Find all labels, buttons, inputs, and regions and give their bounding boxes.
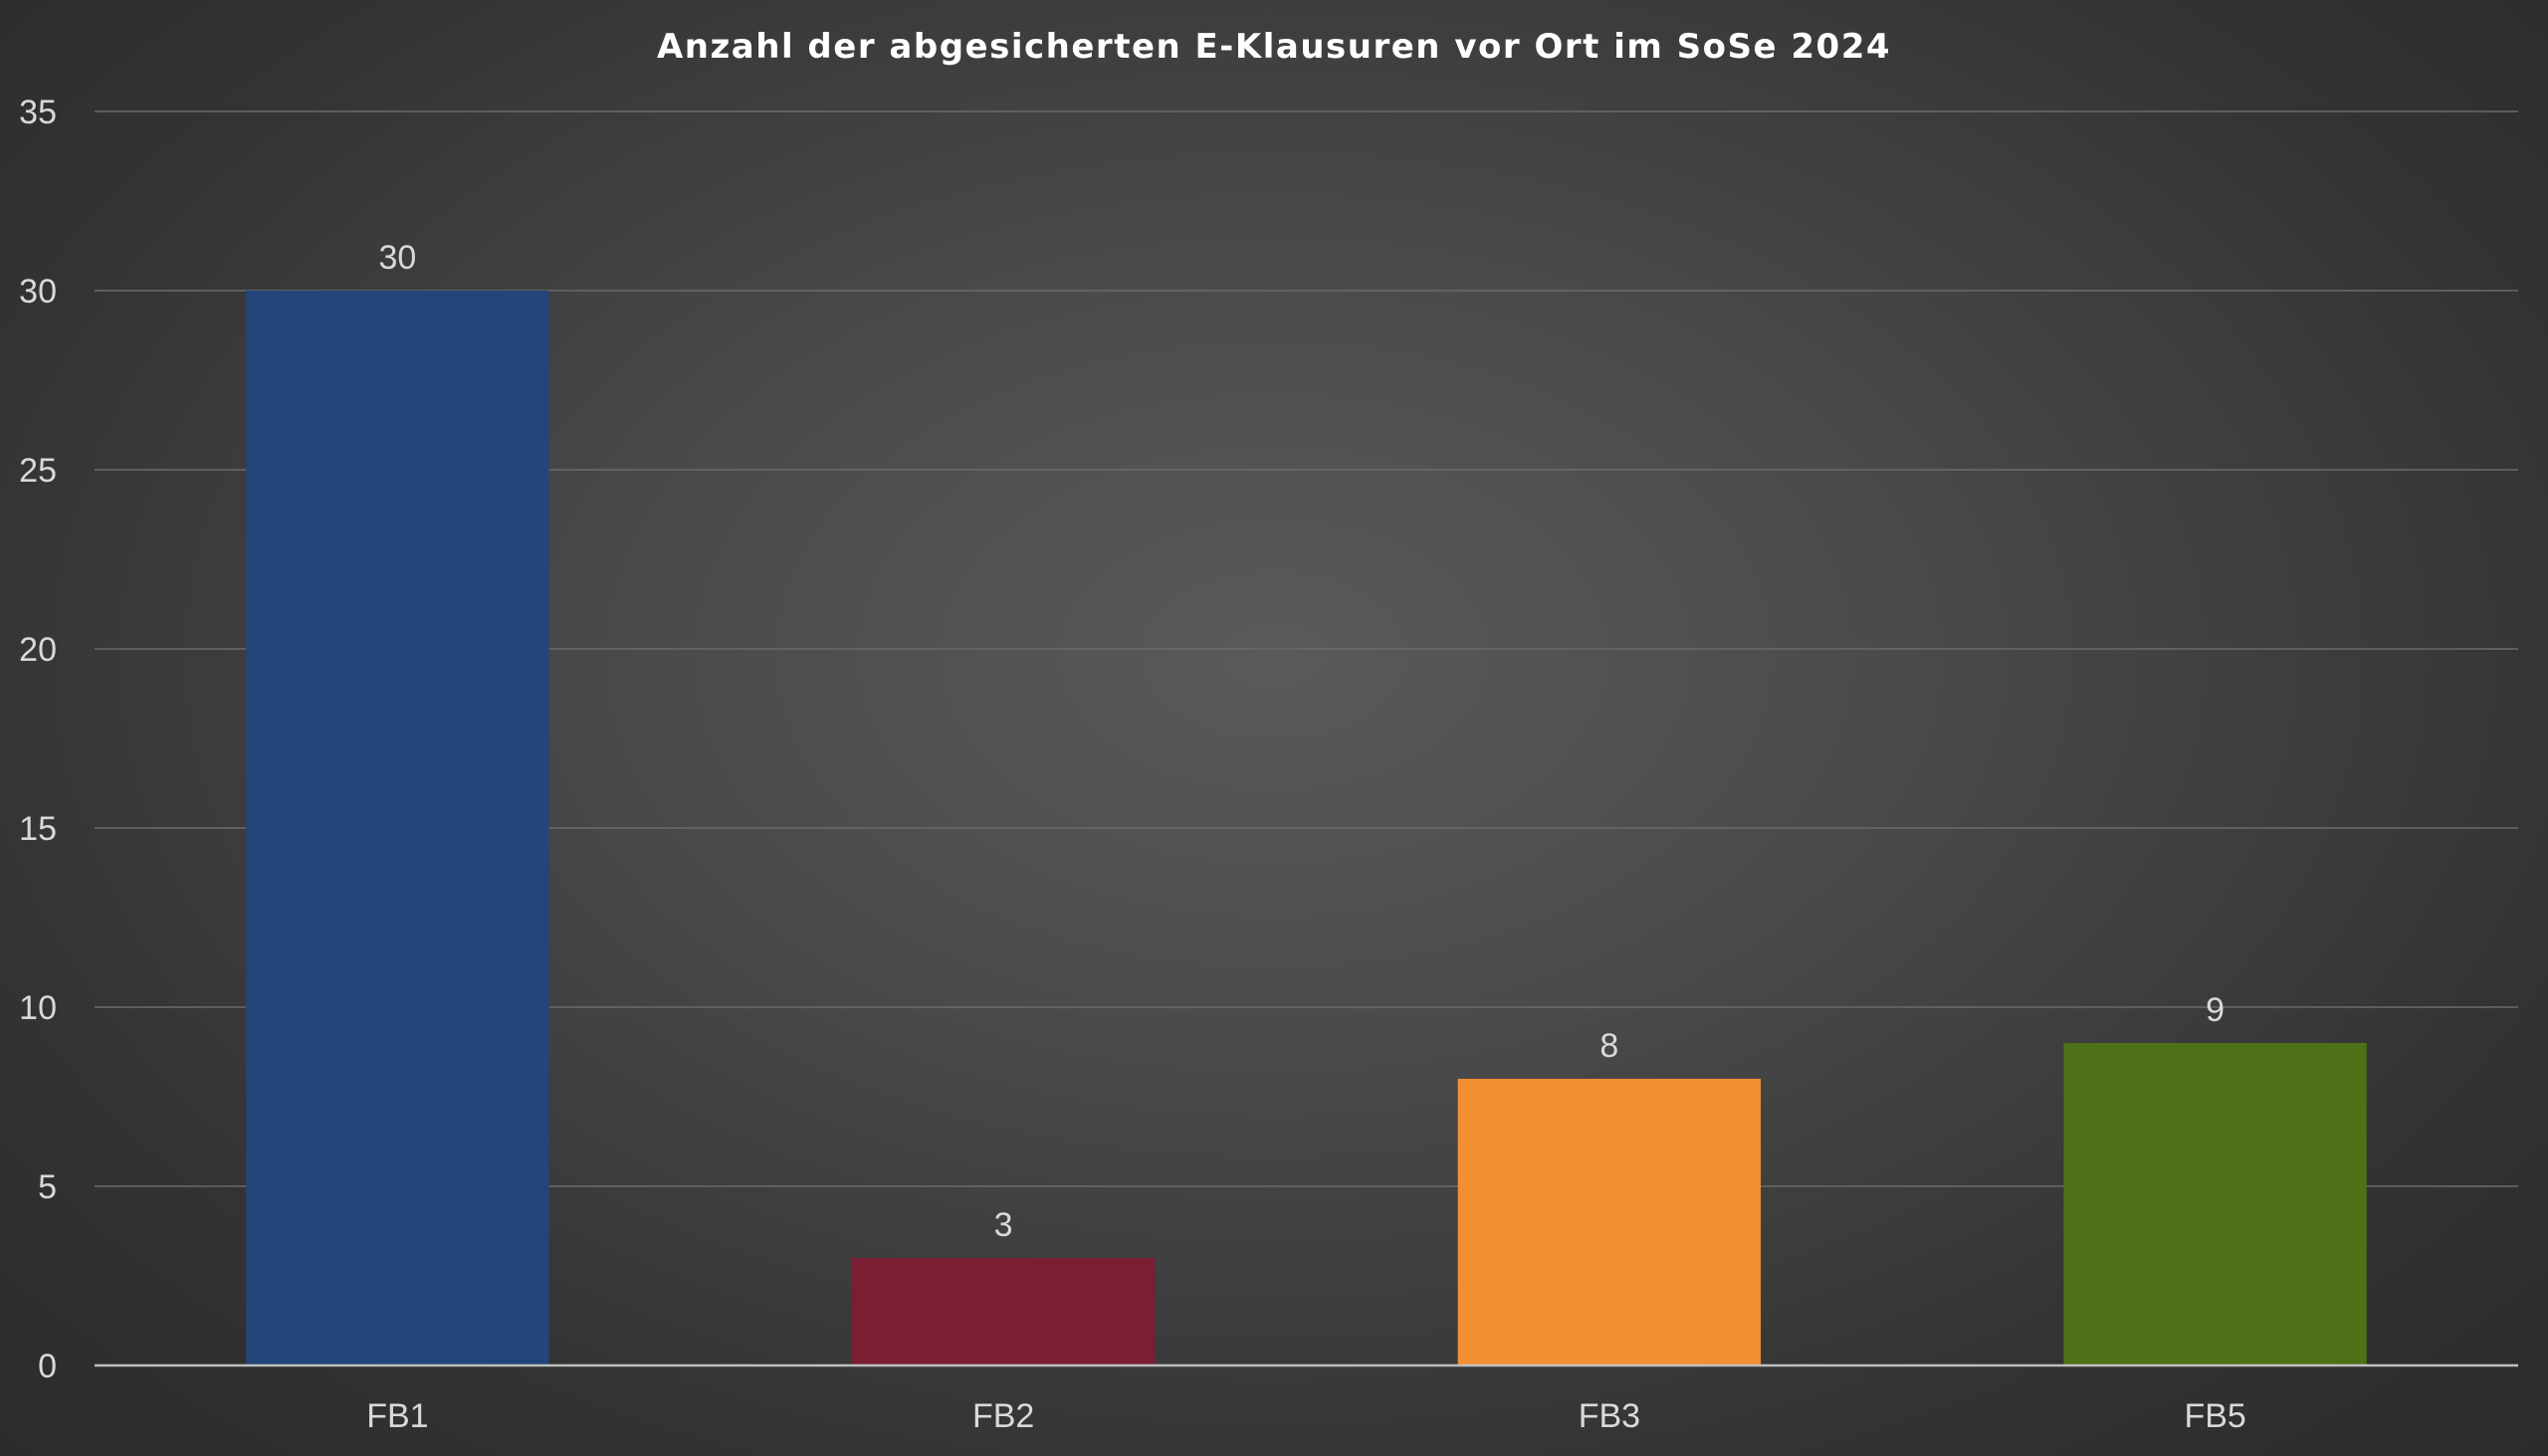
- bar-fb5: [2063, 1043, 2367, 1365]
- y-tick-label: 30: [19, 273, 57, 311]
- y-tick-label: 10: [19, 989, 57, 1027]
- bar-fb2: [851, 1258, 1156, 1365]
- y-tick-label: 15: [19, 810, 57, 848]
- y-tick-label: 0: [38, 1348, 57, 1385]
- y-tick-label: 35: [19, 94, 57, 131]
- x-tick-label: FB2: [972, 1397, 1034, 1435]
- bars: [246, 291, 2367, 1365]
- x-tick-label: FB3: [1579, 1397, 1640, 1435]
- y-tick-label: 20: [19, 631, 57, 669]
- data-label: 8: [1599, 1027, 1618, 1065]
- x-tick-label: FB5: [2184, 1397, 2245, 1435]
- y-tick-label: 25: [19, 452, 57, 490]
- chart-title: Anzahl der abgesicherten E-Klausuren vor…: [657, 27, 1891, 67]
- y-tick-label: 5: [38, 1168, 57, 1206]
- data-label: 9: [2206, 991, 2225, 1029]
- data-label: 3: [994, 1206, 1013, 1244]
- data-labels: 30 3 8 9: [378, 239, 2225, 1244]
- bar-fb1: [246, 291, 549, 1365]
- x-tick-label: FB1: [366, 1397, 428, 1435]
- bar-fb3: [1457, 1079, 1762, 1365]
- x-axis-ticks: FB1 FB2 FB3 FB5: [366, 1397, 2246, 1435]
- y-axis-ticks: 0 5 10 15 20 25 30 35: [19, 94, 57, 1385]
- data-label: 30: [378, 239, 416, 277]
